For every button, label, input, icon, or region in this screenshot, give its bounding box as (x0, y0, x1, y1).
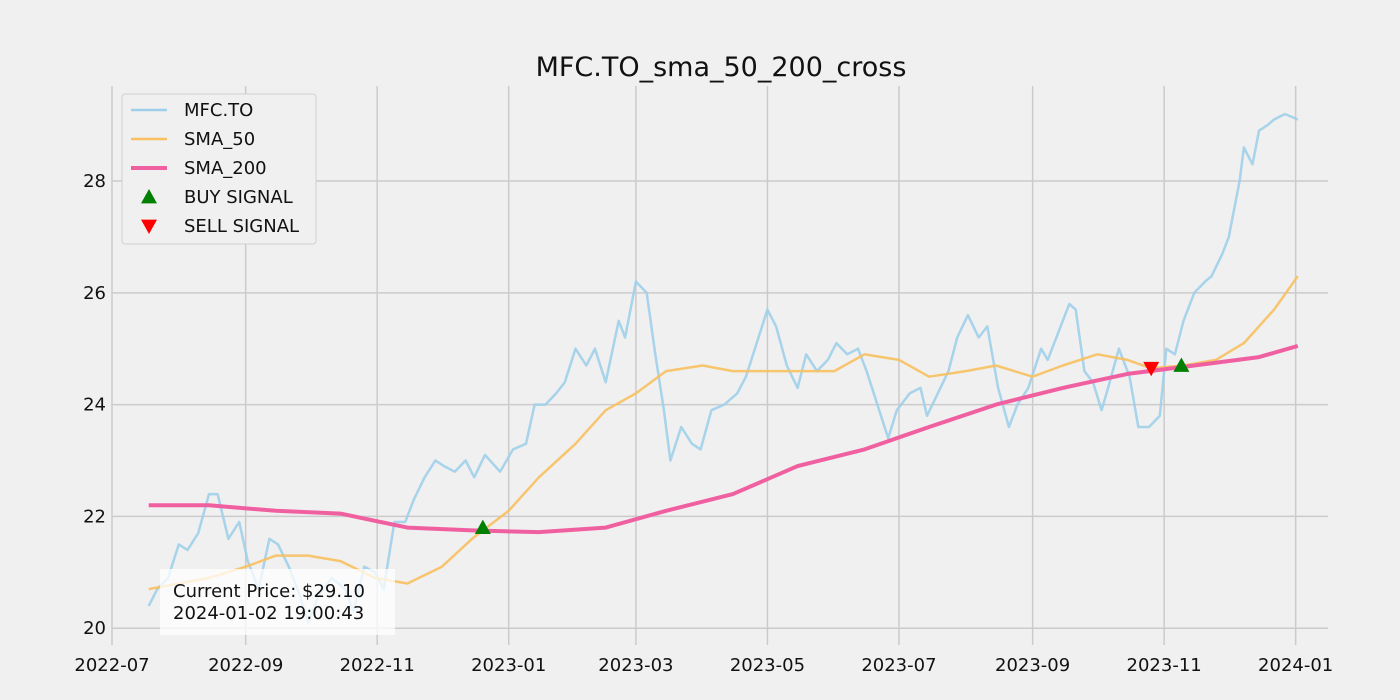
x-axis-ticks: 2022-07 2022-09 2022-11 2023-01 2023-03 2023-… (74, 655, 1333, 676)
y-tick-label: 26 (83, 283, 106, 304)
buy-signal-marker (474, 519, 491, 535)
annotation-line: 2024-01-02 19:00:43 (173, 603, 364, 624)
signal-layer (474, 357, 1190, 535)
x-tick-label: 2024-01 (1258, 655, 1333, 676)
annotation-line: Current Price: $29.10 (173, 581, 365, 602)
legend-swatch (141, 189, 157, 204)
legend-label: SMA_50 (184, 129, 255, 150)
legend-label: MFC.TO (184, 100, 253, 121)
x-tick-label: 2023-11 (1127, 655, 1202, 676)
legend-label: SELL SIGNAL (184, 216, 299, 237)
annotation-box (160, 569, 395, 635)
y-tick-label: 28 (83, 171, 106, 192)
x-tick-label: 2023-03 (598, 655, 673, 676)
x-tick-label: 2023-01 (471, 655, 546, 676)
sma-50-line (148, 275, 1299, 591)
sma-200-line (148, 343, 1299, 535)
legend-label: SMA_200 (184, 158, 267, 179)
buy-signal-marker (1173, 357, 1190, 372)
legend: MFC.TO SMA_50 SMA_200 BUY SIGNAL SELL SIGNAL (121, 93, 317, 245)
y-tick-label: 20 (83, 618, 106, 639)
series-layer (147, 112, 1299, 624)
x-tick-label: 2022-11 (340, 655, 415, 676)
y-axis-ticks: 20 22 24 26 28 (83, 171, 106, 639)
y-tick-label: 22 (83, 506, 106, 527)
x-tick-label: 2023-09 (995, 655, 1070, 676)
y-tick-label: 24 (83, 395, 106, 416)
x-tick-label: 2023-07 (861, 655, 936, 676)
x-tick-label: 2022-07 (74, 655, 149, 676)
legend-label: BUY SIGNAL (184, 187, 293, 208)
legend-box (121, 93, 317, 245)
sell-signal-marker (1143, 361, 1160, 377)
x-tick-label: 2022-09 (208, 655, 283, 676)
legend-swatch (141, 219, 157, 234)
chart-title: MFC.TO_sma_50_200_cross (536, 52, 907, 83)
x-tick-label: 2023-05 (730, 655, 805, 676)
